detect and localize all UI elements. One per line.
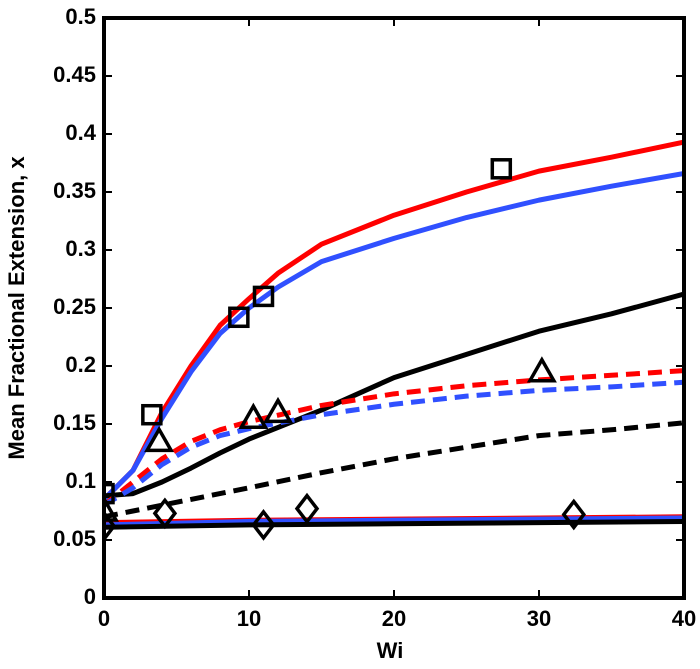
x-tick-label: 30 [527,606,551,631]
x-tick-label: 0 [98,606,110,631]
y-tick-label: 0.25 [53,294,96,319]
marker-triangle [238,402,269,429]
y-tick-label: 0.4 [65,120,96,145]
marker-diamond [251,509,276,541]
y-tick-label: 0 [84,584,96,609]
marker-diamond [152,497,178,530]
x-axis-label: Wi [377,638,404,663]
y-tick-label: 0.1 [65,468,96,493]
marker-triangle [526,356,557,383]
marker-triangle [144,425,175,453]
marker-diamond [561,498,587,531]
x-tick-label: 20 [382,606,406,631]
x-tick-label: 10 [237,606,261,631]
y-tick-label: 0.05 [53,526,96,551]
series-line [104,291,684,499]
marker-diamond [294,492,320,525]
marker-square [141,403,163,426]
y-axis-label: Mean Fractional Extension, x [4,156,29,460]
y-tick-label: 0.3 [65,236,96,261]
y-tick-label: 0.15 [53,410,96,435]
axes-frame [102,16,686,600]
series-line [104,420,684,520]
series-line [104,518,684,530]
marker-triangle [262,396,294,424]
x-tick-label: 40 [672,606,696,631]
series-line [104,515,684,528]
series-line [104,368,684,508]
marker-diamond [104,510,117,542]
marker-square [104,482,115,505]
marker-square [228,306,250,329]
y-tick-label: 0.35 [53,178,96,203]
plot-area [104,139,684,542]
series-line [104,379,684,508]
series-line [104,170,684,502]
marker-square [490,158,513,180]
series-line [104,139,684,502]
marker-triangle [104,495,120,522]
y-tick-label: 0.5 [65,4,96,29]
marker-square [252,285,275,308]
y-tick-label: 0.2 [65,352,96,377]
y-tick-label: 0.45 [53,62,96,87]
